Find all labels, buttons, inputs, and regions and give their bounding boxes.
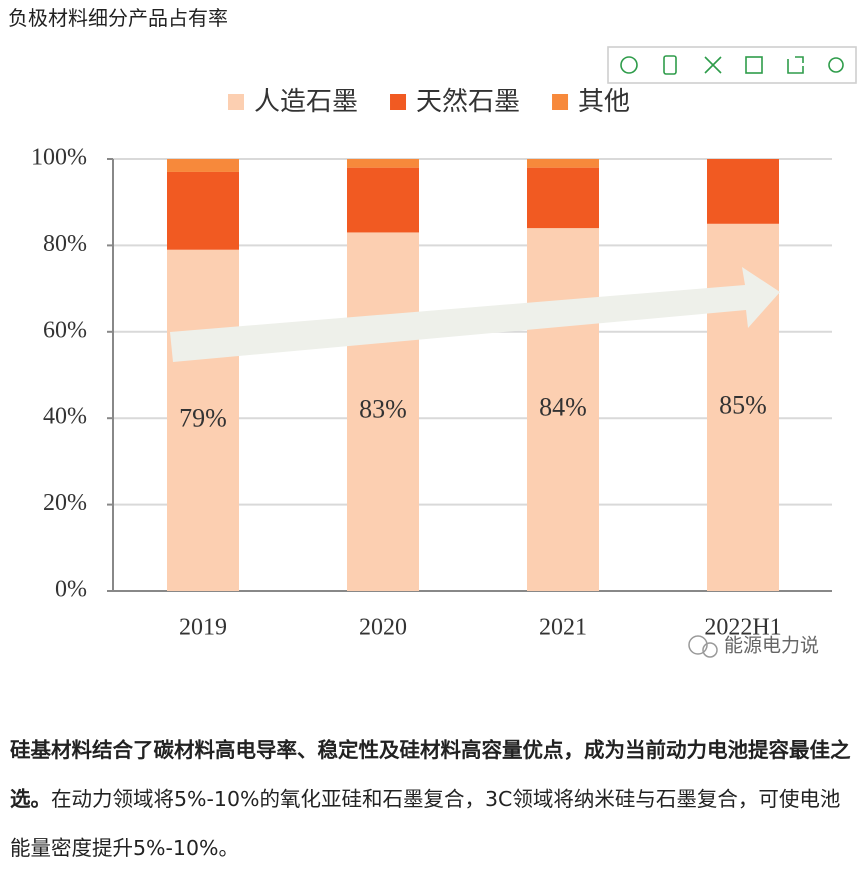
data-label: 85% [719, 390, 767, 419]
tool-save[interactable] [745, 56, 763, 74]
data-label: 84% [539, 393, 587, 422]
data-label: 79% [179, 403, 227, 432]
paragraph: 硅基材料结合了碳材料高电导率、稳定性及硅材料高容量优点，成为当前动力电池提容最佳… [10, 726, 858, 873]
bar-segment [527, 228, 599, 591]
toolbar [607, 46, 857, 84]
bar-segment [167, 171, 239, 250]
x-tick-label: 2022H1 [704, 615, 781, 641]
y-tick-label: 60% [43, 317, 87, 343]
tool-settings[interactable] [828, 57, 844, 73]
x-tick-label: 2019 [179, 615, 227, 641]
y-tick-label: 40% [43, 404, 87, 430]
tool-share[interactable] [787, 56, 804, 74]
toolbar-frame [607, 46, 857, 84]
bar-segment [707, 159, 779, 224]
paragraph-bold: 硅基材料结合了碳材料高电导率、稳定性及硅材料高容量优点，成为当前动力电池提容最佳… [10, 738, 851, 811]
x-tick-label: 2021 [539, 615, 587, 641]
chart: 0% 20% 40% 60% 80% 100% 2019 2020 2021 2022H1 79% 8… [31, 46, 857, 658]
tool-restore[interactable] [704, 56, 722, 74]
tool-data-view[interactable] [663, 55, 677, 75]
bar-segment [167, 249, 239, 591]
x-tick-label: 2020 [359, 615, 407, 641]
y-tick-label: 80% [43, 231, 87, 257]
legend-label: 天然石墨 [416, 87, 520, 117]
bar-segment [347, 232, 419, 591]
legend-label: 其他 [578, 87, 630, 117]
data-label: 83% [359, 395, 407, 424]
trend-arrow [170, 267, 780, 362]
watermark-text: 能源电力说 [724, 635, 819, 657]
tool-zoom[interactable] [620, 56, 638, 74]
bar-segment [527, 159, 599, 168]
y-tick-label: 0% [55, 577, 87, 603]
watermark-icon [688, 635, 708, 655]
watermark: 能源电力说 [688, 635, 819, 658]
legend-label: 人造石墨 [254, 87, 358, 117]
legend-swatch [552, 94, 569, 110]
legend-swatch [390, 94, 407, 110]
bar-segment [167, 159, 239, 172]
page-title: 负极材料细分产品占有率 [8, 6, 228, 30]
y-tick-label: 20% [43, 490, 87, 516]
bar-segment [347, 159, 419, 168]
y-tick-label: 100% [31, 145, 87, 171]
paragraph-text: 在动力领域将5%-10%的氧化亚硅和石墨复合，3C领域将纳米硅与石墨复合，可使电… [10, 787, 841, 860]
legend-swatch [228, 94, 244, 110]
watermark-icon [702, 642, 718, 658]
bar-segment [347, 167, 419, 233]
bar-segment [527, 167, 599, 229]
